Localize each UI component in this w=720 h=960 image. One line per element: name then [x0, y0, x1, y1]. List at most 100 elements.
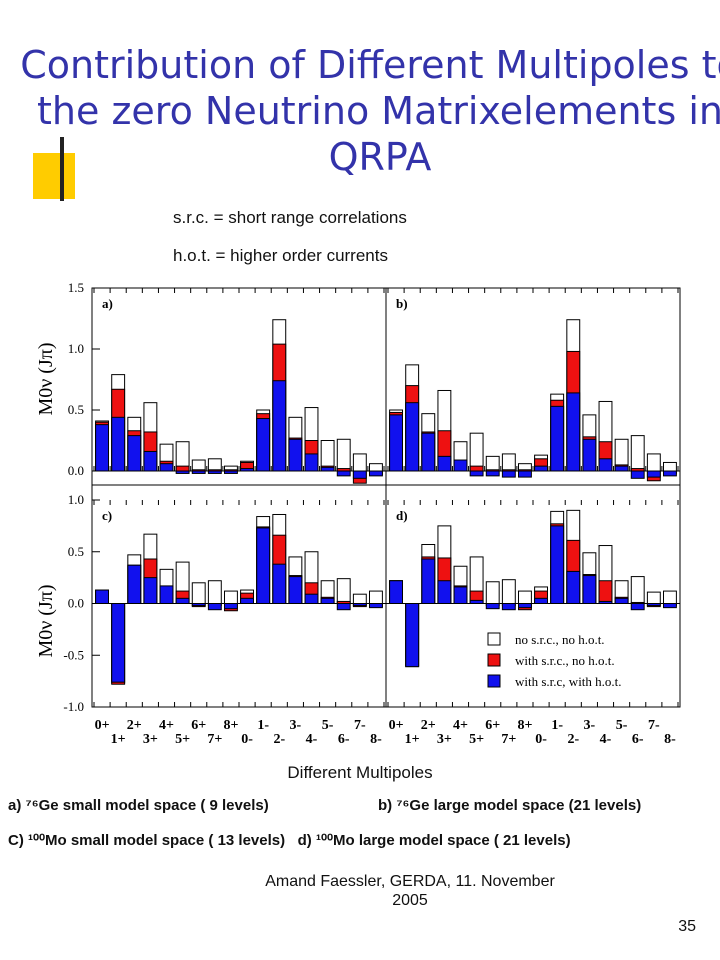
bar-src-hot: [320, 466, 335, 472]
bar-src-hot: [566, 570, 581, 605]
bar-no-src-no-hot: [501, 579, 516, 605]
bar-src-hot: [501, 470, 516, 478]
y-tick-label: 1.0: [68, 341, 84, 356]
bar-src-hot: [518, 603, 532, 609]
bar-src-hot: [224, 470, 238, 474]
bar-src-hot: [453, 459, 468, 472]
x-category-label: 1+: [405, 732, 420, 747]
bar-src-hot: [646, 603, 661, 607]
x-category-label: 7+: [501, 732, 516, 747]
bar-src-hot: [127, 564, 142, 604]
bar-src-hot: [272, 380, 287, 472]
bar-src-hot: [304, 593, 319, 604]
bar-src-hot: [159, 463, 174, 472]
x-category-label: 5+: [469, 732, 484, 747]
bar-no-src-no-hot: [336, 438, 351, 472]
bar-src-hot: [405, 402, 420, 472]
bar-src-hot: [614, 597, 629, 605]
bar-src-hot: [598, 458, 613, 472]
y-tick-label: 0.5: [68, 544, 84, 559]
bar-src-hot: [405, 603, 420, 668]
y-axis-label: M0ν (Jπ): [35, 342, 57, 415]
x-category-label: 1-: [257, 718, 269, 733]
hot-note: h.o.t. = higher order currents: [173, 246, 388, 265]
x-category-label: 2-: [273, 732, 285, 747]
x-category-label: 8+: [517, 718, 532, 733]
bar-no-src-no-hot: [469, 432, 484, 472]
bar-no-src-no-hot: [369, 590, 383, 604]
bar-src-hot: [159, 585, 174, 604]
bar-src-hot: [550, 405, 565, 472]
x-category-label: 1-: [551, 718, 563, 733]
x-category-label: 2+: [421, 718, 436, 733]
bar-src-hot: [534, 465, 548, 472]
bar-src-hot: [111, 416, 126, 472]
bar-src-hot: [534, 597, 548, 605]
bar-src-hot: [207, 470, 222, 474]
panel-label-3: d): [396, 508, 408, 523]
x-category-label: 8-: [370, 732, 382, 747]
caption-d: d) ¹⁰⁰Mo large model space ( 21 levels): [297, 832, 571, 849]
bar-src-hot: [598, 600, 613, 604]
x-category-label: 6+: [485, 718, 500, 733]
bar-src-hot: [630, 603, 645, 611]
bar-no-src-no-hot: [518, 590, 532, 604]
x-category-label: 3-: [290, 718, 302, 733]
bar-no-src-no-hot: [646, 591, 661, 604]
bar-src-no-hot: [175, 465, 190, 472]
bar-src-hot: [646, 470, 661, 478]
footer-author: Amand Faessler, GERDA, 11. November 2005: [265, 873, 555, 909]
bar-src-hot: [614, 465, 629, 472]
bar-no-src-no-hot: [630, 435, 645, 472]
bar-no-src-no-hot: [191, 582, 206, 604]
y-tick-label: 0.5: [68, 402, 84, 417]
x-category-label: 6-: [632, 732, 644, 747]
legend-swatch: [487, 674, 501, 688]
bar-src-hot: [421, 432, 436, 472]
multipole-bar-chart: a) 0.0 0.5 1.0 1.5 b) c) -1.0 -0.5 0.0 0.5 1.0 d) M0ν…: [35, 280, 681, 747]
bar-src-hot: [469, 470, 484, 477]
bar-src-hot: [191, 603, 206, 607]
bar-src-no-hot: [469, 465, 484, 472]
bar-src-hot: [175, 597, 190, 605]
bar-src-hot: [224, 603, 238, 610]
bar-src-hot: [389, 580, 404, 605]
panel-label-0: a): [102, 296, 113, 311]
y-tick-label: 1.5: [68, 280, 84, 295]
bar-src-hot: [437, 455, 452, 472]
bar-src-hot: [288, 438, 303, 472]
bar-src-hot: [175, 470, 190, 474]
bar-src-hot: [304, 453, 319, 472]
bar-src-hot: [566, 392, 581, 472]
x-category-label: 0+: [95, 718, 110, 733]
src-note: s.r.c. = short range correlations: [173, 208, 407, 227]
bar-src-hot: [582, 438, 597, 472]
bar-no-src-no-hot: [369, 463, 383, 472]
x-category-label: 7+: [207, 732, 222, 747]
x-category-label: 6-: [338, 732, 350, 747]
legend-label: with s.r.c., no h.o.t.: [515, 653, 615, 668]
bar-no-src-no-hot: [352, 593, 367, 604]
bar-src-hot: [240, 597, 255, 605]
y-tick-label: -0.5: [63, 647, 84, 662]
x-category-label: 6+: [191, 718, 206, 733]
x-category-label: 5+: [175, 732, 190, 747]
bar-src-hot: [421, 558, 436, 604]
x-category-label: 2-: [567, 732, 579, 747]
x-category-label: 0-: [535, 732, 547, 747]
y-tick-label: 0.0: [68, 596, 84, 611]
bar-src-hot: [485, 470, 500, 477]
bar-src-hot: [320, 597, 335, 605]
bar-src-hot: [630, 470, 645, 479]
bar-src-hot: [336, 603, 351, 611]
bar-no-src-no-hot: [501, 453, 516, 472]
bar-src-hot: [501, 603, 516, 611]
bar-src-hot: [453, 586, 468, 605]
caption-a: a) ⁷⁶Ge small model space ( 9 levels): [8, 797, 269, 814]
bar-no-src-no-hot: [663, 461, 677, 472]
panel-label-1: b): [396, 296, 408, 311]
decorative-vertical-line: [60, 137, 64, 201]
bar-no-src-no-hot: [207, 580, 222, 605]
decorative-yellow-square: [33, 153, 75, 199]
bar-no-src-no-hot: [352, 453, 367, 472]
